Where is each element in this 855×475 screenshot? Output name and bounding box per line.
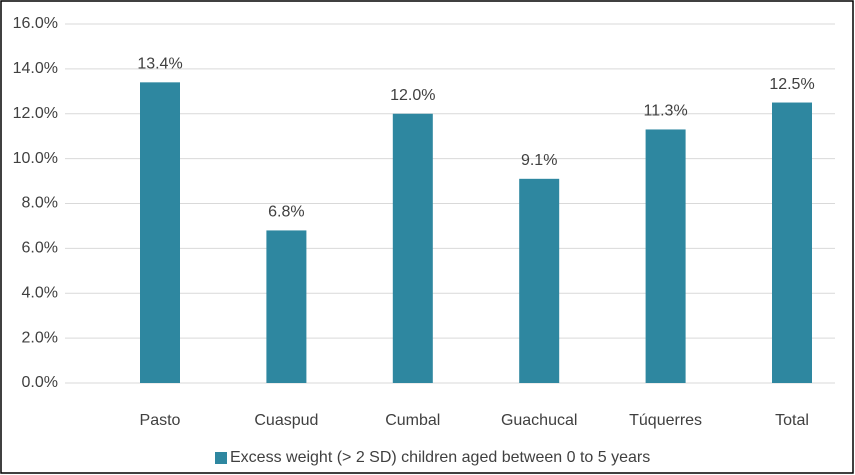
y-tick-label: 10.0%: [13, 150, 58, 167]
data-label: 12.5%: [769, 76, 814, 93]
y-tick-label: 6.0%: [22, 240, 58, 257]
x-tick-label: Cuaspud: [254, 412, 318, 429]
x-tick-label: Túquerres: [629, 412, 702, 429]
bar: [519, 178, 560, 383]
bar: [392, 113, 433, 383]
y-tick-label: 16.0%: [13, 15, 58, 32]
y-tick-label: 4.0%: [22, 284, 58, 301]
data-label: 12.0%: [390, 87, 435, 104]
data-label: 13.4%: [137, 56, 182, 73]
data-label: 6.8%: [268, 204, 304, 221]
y-tick-label: 2.0%: [22, 329, 58, 346]
data-label: 9.1%: [521, 152, 557, 169]
x-tick-label: Pasto: [140, 412, 181, 429]
x-tick-label: Total: [775, 412, 809, 429]
y-tick-label: 0.0%: [22, 374, 58, 391]
data-label: 11.3%: [644, 103, 688, 120]
bar: [645, 129, 686, 383]
x-tick-label: Cumbal: [385, 412, 440, 429]
x-tick-label: Guachucal: [501, 412, 578, 429]
y-tick-label: 14.0%: [13, 60, 58, 77]
y-tick-label: 8.0%: [22, 195, 58, 212]
legend-swatch: [215, 452, 227, 464]
bar: [772, 102, 812, 383]
y-tick-label: 12.0%: [13, 105, 58, 122]
bar: [140, 82, 180, 384]
legend-label: Excess weight (> 2 SD) children aged bet…: [230, 449, 650, 466]
bar: [266, 230, 307, 383]
